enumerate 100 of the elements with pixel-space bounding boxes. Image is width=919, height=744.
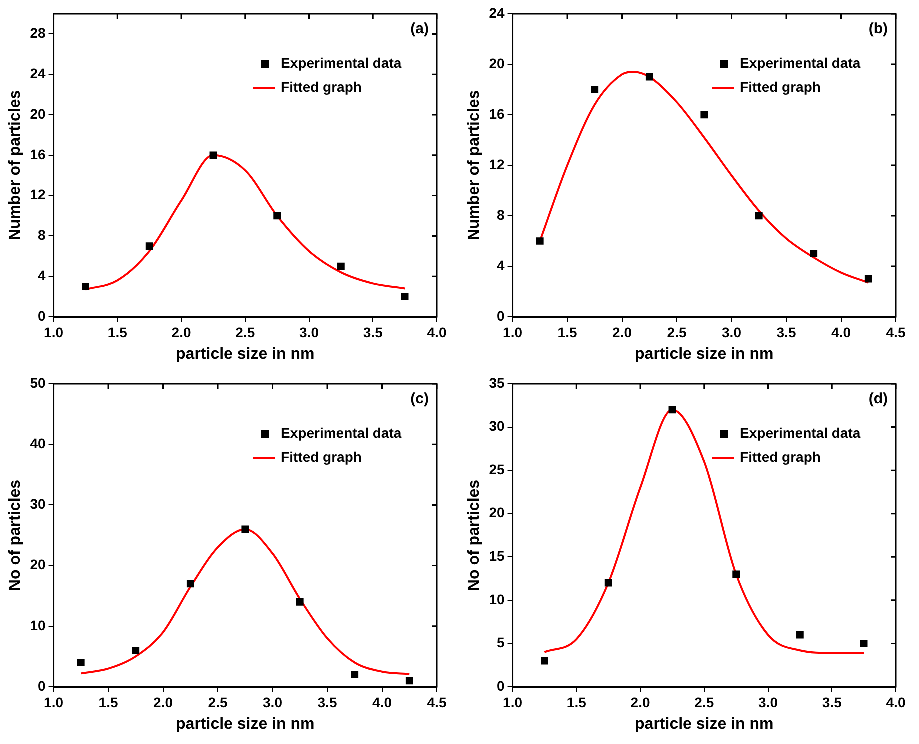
x-tick-label: 2.0 — [612, 324, 632, 340]
y-tick-label: 0 — [38, 678, 46, 694]
y-tick-label: 8 — [38, 227, 46, 244]
y-tick-label: 35 — [489, 374, 505, 391]
x-tick-label: 3.0 — [722, 324, 742, 340]
annotation: (b) — [868, 20, 888, 38]
x-tick-label: 3.0 — [300, 324, 320, 340]
point — [541, 657, 548, 665]
y-tick-label: 30 — [489, 418, 505, 434]
x-tick-label: 1.0 — [44, 694, 64, 710]
x-tick-label: 1.5 — [558, 324, 578, 340]
y-axis-title: No of particles — [466, 480, 484, 592]
point — [860, 640, 868, 648]
y-tick-label: 15 — [489, 548, 505, 564]
point — [77, 659, 85, 666]
x-axis-title: particle size in nm — [635, 716, 774, 733]
x-tick-label: 1.0 — [44, 324, 64, 340]
legend-label: Experimental data — [281, 54, 402, 71]
y-tick-label: 0 — [496, 678, 505, 694]
y-tick-label: 24 — [489, 4, 505, 21]
y-tick-label: 30 — [30, 496, 46, 512]
point — [132, 646, 140, 654]
point — [810, 250, 818, 258]
point — [755, 212, 763, 220]
x-tick-label: 2.5 — [208, 694, 228, 710]
x-tick-label: 2.5 — [236, 324, 256, 340]
y-tick-label: 20 — [489, 504, 505, 521]
y-tick-label: 0 — [38, 308, 46, 324]
annotation: (a) — [410, 20, 429, 38]
annotation: (c) — [410, 390, 429, 408]
y-tick-label: 50 — [30, 374, 46, 391]
y-tick-label: 20 — [489, 55, 505, 72]
y-tick-label: 12 — [30, 186, 46, 203]
point — [146, 242, 154, 250]
point — [646, 73, 654, 81]
y-tick-label: 20 — [30, 556, 46, 573]
y-tick-label: 4 — [496, 257, 505, 274]
x-tick-label: 3.0 — [263, 694, 283, 710]
y-tick-label: 16 — [30, 146, 46, 162]
y-tick-label: 5 — [496, 634, 505, 651]
point — [82, 283, 90, 290]
y-tick-label: 40 — [30, 435, 46, 452]
point — [296, 598, 304, 606]
x-tick-label: 2.0 — [630, 694, 650, 710]
point — [351, 671, 359, 679]
point — [700, 111, 708, 119]
point — [591, 86, 599, 94]
point — [796, 631, 804, 639]
y-tick-label: 8 — [496, 206, 505, 223]
x-tick-label: 1.5 — [98, 694, 118, 710]
x-tick-label: 3.0 — [758, 694, 778, 710]
y-tick-label: 10 — [30, 617, 46, 634]
point — [668, 406, 676, 414]
x-tick-label: 2.0 — [172, 324, 192, 340]
point — [864, 275, 872, 283]
x-tick-label: 3.5 — [822, 694, 842, 710]
legend-label: Experimental data — [740, 424, 861, 441]
x-tick-label: 2.0 — [154, 694, 174, 710]
y-tick-label: 16 — [489, 106, 505, 122]
point — [536, 238, 544, 245]
x-tick-label: 2.5 — [694, 694, 714, 710]
point — [186, 580, 194, 588]
y-tick-label: 28 — [30, 25, 46, 42]
point — [242, 526, 250, 534]
y-tick-label: 10 — [489, 591, 505, 608]
x-axis-title: particle size in nm — [176, 716, 315, 733]
y-tick-label: 20 — [30, 106, 46, 122]
point — [210, 152, 218, 160]
y-tick-label: 12 — [489, 156, 505, 172]
legend-label: Fitted graph — [281, 448, 362, 465]
point — [274, 212, 282, 220]
y-tick-label: 24 — [30, 65, 46, 82]
y-tick-label: 0 — [496, 308, 505, 324]
x-tick-label: 4.0 — [886, 694, 906, 710]
annotation: (d) — [868, 390, 888, 408]
x-tick-label: 1.0 — [503, 694, 523, 710]
y-axis-title: Number of particles — [466, 90, 484, 241]
legend-label: Experimental data — [740, 54, 861, 71]
x-tick-label: 4.5 — [427, 694, 447, 710]
legend-label: Fitted graph — [740, 78, 821, 95]
x-tick-label: 2.5 — [667, 324, 687, 340]
x-tick-label: 4.0 — [832, 324, 852, 340]
point — [732, 570, 740, 578]
point — [406, 677, 414, 685]
y-tick-label: 4 — [38, 267, 46, 284]
x-tick-label: 1.0 — [503, 324, 523, 340]
x-tick-label: 4.0 — [372, 694, 392, 710]
y-tick-label: 25 — [489, 461, 505, 478]
x-tick-label: 3.5 — [318, 694, 338, 710]
point — [604, 579, 612, 587]
legend-label: Fitted graph — [740, 448, 821, 465]
legend-label: Experimental data — [281, 424, 402, 441]
y-axis-title: Number of particles — [7, 90, 24, 241]
x-tick-label: 4.5 — [886, 324, 906, 340]
x-tick-label: 1.5 — [108, 324, 128, 340]
legend-label: Fitted graph — [281, 78, 362, 95]
x-tick-label: 1.5 — [566, 694, 587, 710]
x-axis-title: particle size in nm — [635, 346, 774, 363]
y-axis-title: No of particles — [7, 480, 24, 592]
point — [401, 293, 409, 300]
